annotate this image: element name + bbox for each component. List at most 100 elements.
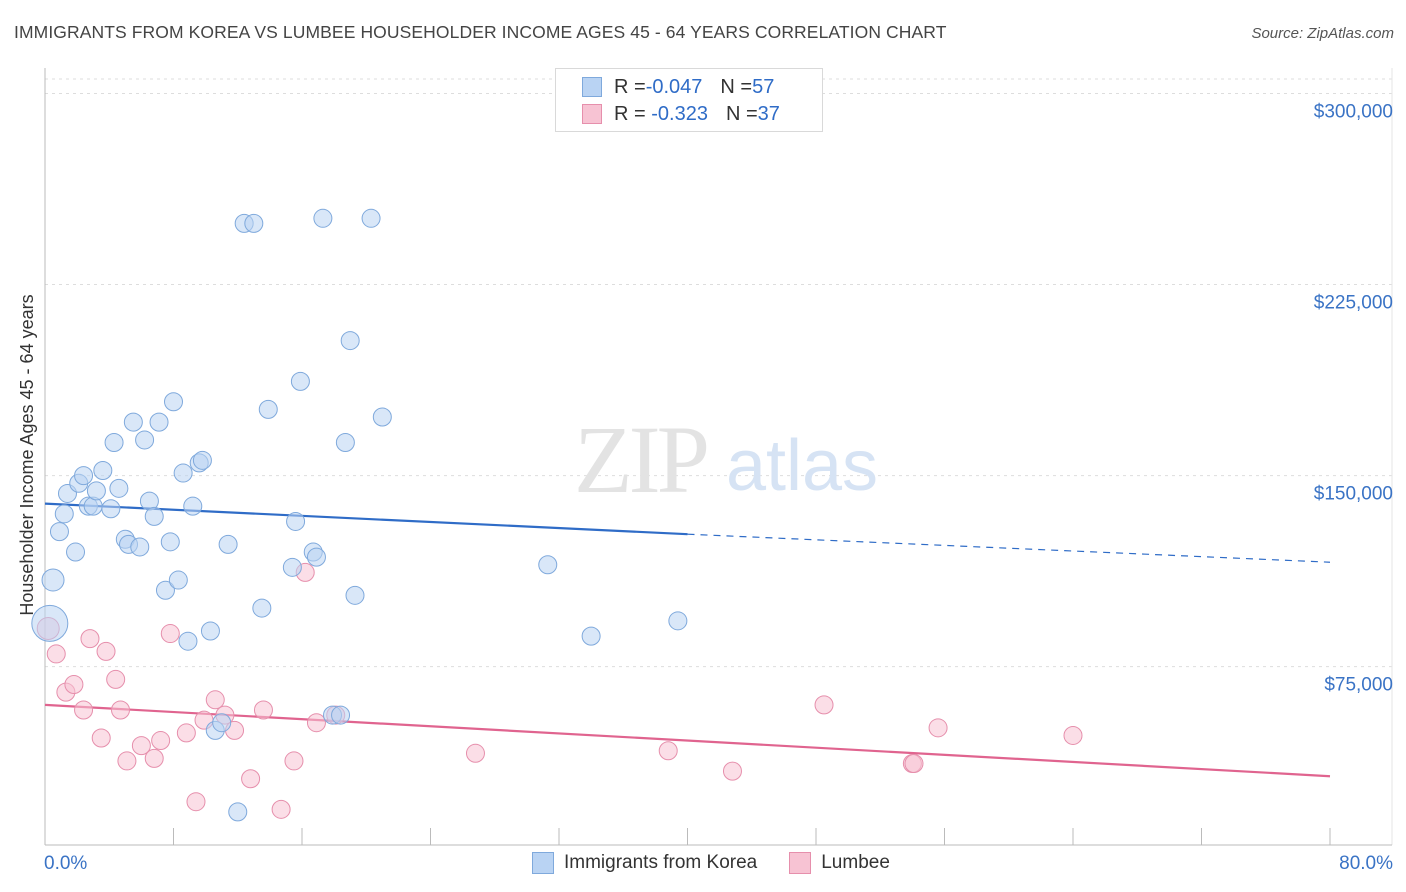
lumbee-point — [160, 624, 180, 644]
legend-row-lumbee: R = -0.323 N = 37 — [582, 101, 780, 127]
lumbee-point — [306, 713, 326, 733]
x-tick-label: 0.0% — [44, 853, 87, 874]
axes — [44, 68, 1392, 846]
korea-legend-swatch — [532, 852, 554, 874]
korea-point — [183, 496, 203, 516]
korea-point — [345, 585, 365, 605]
korea-point — [144, 506, 164, 526]
legend-r-label: R = — [614, 102, 646, 125]
korea-point — [160, 532, 180, 552]
korea-point — [228, 802, 248, 822]
lumbee-legend-label: Lumbee — [821, 852, 890, 873]
legend-row-korea: R = -0.047 N = 57 — [582, 74, 774, 100]
korea-point — [104, 432, 124, 452]
legend-r-label: R = — [614, 75, 646, 98]
lumbee-point — [64, 675, 84, 695]
korea-swatch — [582, 77, 602, 97]
korea-point — [372, 407, 392, 427]
lumbee-point — [91, 728, 111, 748]
x-tick-label: 80.0% — [1339, 853, 1393, 874]
y-axis-label: Householder Income Ages 45 - 64 years — [17, 294, 37, 615]
lumbee-point — [241, 769, 261, 789]
korea-point — [313, 208, 333, 228]
lumbee-point — [253, 700, 273, 720]
korea-point — [335, 432, 355, 452]
lumbee-point — [186, 792, 206, 812]
y-tick-label: $150,000 — [1314, 484, 1393, 505]
korea-point — [178, 631, 198, 651]
legend-n-label: N = — [720, 75, 753, 98]
korea-point — [668, 611, 688, 631]
lumbee-point — [814, 695, 834, 715]
korea-point — [200, 621, 220, 641]
korea-point — [538, 555, 558, 575]
lumbee-point — [117, 751, 137, 771]
lumbee-point — [131, 736, 151, 756]
korea-point — [66, 542, 86, 562]
lumbee-point — [928, 718, 948, 738]
legend-n-label: N = — [725, 102, 758, 125]
korea-point — [54, 504, 74, 524]
legend-r-value: -0.323 — [645, 102, 708, 125]
lumbee-point — [465, 743, 485, 763]
lumbee-point — [110, 700, 130, 720]
korea-point — [109, 478, 129, 498]
chart-title: IMMIGRANTS FROM KOREA VS LUMBEE HOUSEHOL… — [14, 22, 947, 42]
gridlines — [45, 68, 1393, 845]
korea-legend-label: Immigrants from Korea — [564, 852, 758, 873]
lumbee-trend-line — [44, 703, 1331, 778]
korea-trend-extension — [687, 533, 1331, 563]
korea-point — [168, 570, 188, 590]
tick-labels: $75,000 $150,000 $225,000 $300,000 0.0% 80.0% — [44, 101, 1393, 874]
watermark: ZIP atlas — [574, 406, 878, 513]
korea-point — [252, 598, 272, 618]
lumbee-point — [284, 751, 304, 771]
lumbee-point — [1063, 725, 1083, 745]
korea-point — [41, 568, 65, 592]
korea-point — [290, 371, 310, 391]
legend-r-value: -0.047 — [645, 75, 703, 98]
korea-point — [31, 604, 69, 642]
korea-point — [282, 557, 302, 577]
korea-point — [212, 713, 232, 733]
lumbee-point — [722, 761, 742, 781]
watermark-zip: ZIP — [574, 406, 707, 513]
lumbee-point — [96, 641, 116, 661]
lumbee-point — [176, 723, 196, 743]
korea-point — [123, 412, 143, 432]
korea-point — [101, 499, 121, 519]
y-tick-label: $75,000 — [1324, 675, 1393, 696]
korea-point — [86, 481, 106, 501]
korea-point — [258, 399, 278, 419]
watermark-atlas: atlas — [726, 426, 878, 506]
korea-point — [306, 547, 326, 567]
korea-point — [74, 466, 94, 486]
lumbee-points — [36, 562, 1083, 819]
lumbee-point — [151, 731, 171, 751]
lumbee-point — [144, 748, 164, 768]
legend-item-korea[interactable]: Immigrants from Korea — [532, 852, 757, 874]
legend-item-lumbee[interactable]: Lumbee — [789, 852, 890, 874]
korea-point — [361, 208, 381, 228]
korea-point — [49, 522, 69, 542]
korea-point — [135, 430, 155, 450]
korea-point — [331, 705, 351, 725]
korea-point — [581, 626, 601, 646]
lumbee-point — [74, 700, 94, 720]
korea-point — [218, 534, 238, 554]
korea-point — [83, 496, 103, 516]
lumbee-point — [106, 669, 126, 689]
lumbee-point — [904, 753, 924, 773]
lumbee-point — [205, 690, 225, 710]
series-legend: Immigrants from Korea Lumbee — [532, 852, 922, 874]
korea-points — [31, 208, 688, 822]
lumbee-point — [46, 644, 66, 664]
korea-point — [155, 580, 175, 600]
lumbee-legend-swatch — [789, 852, 812, 874]
korea-point — [149, 412, 169, 432]
source-label: Source: ZipAtlas.com — [1251, 25, 1394, 42]
korea-point — [164, 392, 183, 412]
lumbee-point — [271, 799, 291, 819]
korea-point — [244, 213, 264, 233]
